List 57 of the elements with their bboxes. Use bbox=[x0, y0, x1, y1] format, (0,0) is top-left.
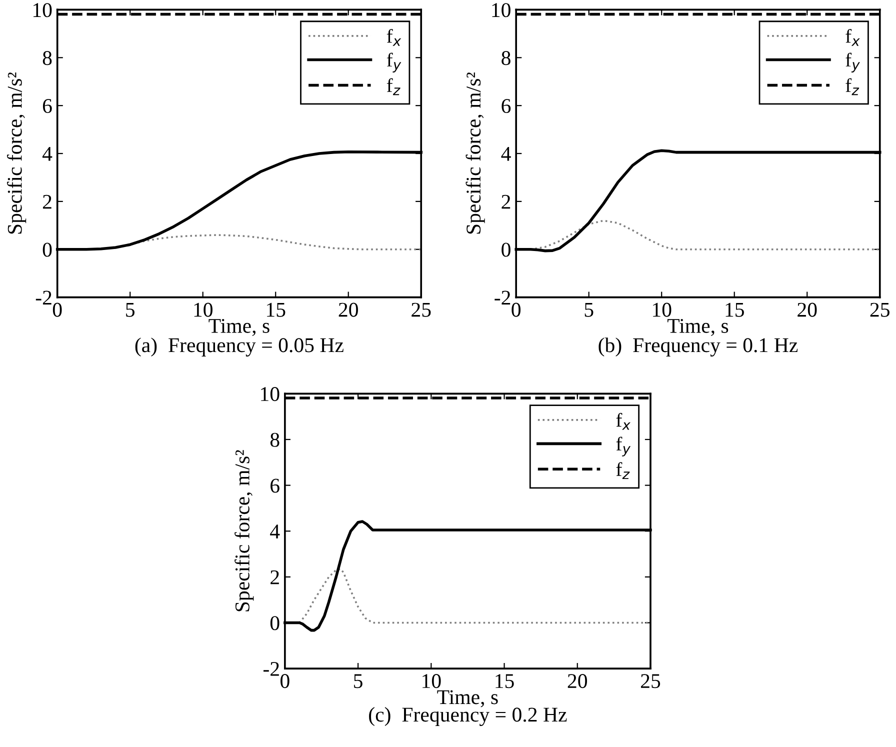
legend-label: f$_{y}$ bbox=[386, 52, 402, 72]
y-tick-label: -2 bbox=[36, 290, 52, 305]
x-tick-label: 15 bbox=[267, 302, 286, 317]
x-tick-label: 25 bbox=[640, 674, 660, 688]
x-axis-title: Time, s bbox=[208, 318, 270, 336]
y-tick-label: 2 bbox=[502, 194, 510, 209]
text: (c) Frequency = 0.2 Hz bbox=[369, 707, 567, 726]
x-tick-label: 15 bbox=[726, 302, 744, 317]
y-tick-label: 6 bbox=[270, 478, 280, 493]
y-tick-label: 4 bbox=[501, 147, 511, 161]
x-tick-label: 10 bbox=[194, 302, 212, 317]
x-axis-title: Time, s bbox=[667, 318, 728, 336]
y-tick-label: 0 bbox=[42, 242, 52, 257]
y-axis-title: Specific force, m/s² bbox=[466, 72, 485, 234]
y-tick-label: 8 bbox=[42, 51, 52, 66]
legend-label: f$_{z}$ bbox=[616, 462, 630, 480]
x-tick-label: 25 bbox=[412, 302, 431, 317]
y-tick-label: 2 bbox=[42, 194, 52, 209]
y-tick-label: 10 bbox=[33, 3, 52, 18]
y-tick-label: 0 bbox=[502, 242, 510, 257]
legend-label: f$_{x}$ bbox=[616, 412, 631, 430]
y-tick-label: 6 bbox=[502, 99, 511, 114]
x-tick-label: 10 bbox=[422, 674, 441, 688]
y-tick-label: 4 bbox=[270, 524, 280, 538]
y-tick-label: -2 bbox=[263, 662, 279, 676]
y-tick-label: -2 bbox=[494, 290, 510, 305]
x-tick-label: 25 bbox=[870, 302, 890, 317]
x-tick-label: 15 bbox=[496, 674, 514, 688]
x-tick-label: 5 bbox=[126, 302, 134, 317]
y-axis-title: Specific force, m/s² bbox=[234, 450, 254, 612]
legend-label: f$_{z}$ bbox=[386, 78, 400, 96]
x-tick-label: 10 bbox=[653, 302, 672, 317]
legend-label: f$_{z}$ bbox=[846, 78, 860, 96]
y-tick-label: 0 bbox=[270, 616, 280, 630]
legend-label: f$_{y}$ bbox=[846, 52, 860, 72]
x-tick-label: 20 bbox=[568, 674, 588, 688]
x-tick-label: 5 bbox=[354, 674, 362, 688]
y-tick-label: 8 bbox=[502, 51, 510, 66]
x-tick-label: 5 bbox=[584, 302, 594, 317]
x-tick-label: 0 bbox=[52, 302, 62, 317]
y-tick-label: 10 bbox=[261, 387, 280, 402]
y-tick-label: 2 bbox=[270, 570, 279, 584]
x-tick-label: 0 bbox=[280, 674, 290, 688]
x-tick-label: 0 bbox=[512, 302, 521, 317]
x-tick-label: 20 bbox=[338, 302, 358, 317]
text: (a) Frequency = 0.05 Hz bbox=[135, 338, 344, 357]
x-axis-title: Time, s bbox=[437, 690, 498, 708]
y-tick-label: 4 bbox=[42, 147, 52, 161]
y-axis-title: Specific force, m/s² bbox=[6, 72, 26, 234]
legend-label: f$_{x}$ bbox=[846, 28, 860, 46]
y-tick-label: 6 bbox=[42, 99, 52, 114]
x-tick-label: 20 bbox=[798, 302, 817, 317]
text: (b) Frequency = 0.1 Hz bbox=[598, 338, 798, 357]
y-tick-label: 10 bbox=[492, 3, 510, 18]
y-tick-label: 8 bbox=[270, 432, 280, 447]
legend-label: f$_{y}$ bbox=[616, 436, 631, 456]
legend-label: f$_{x}$ bbox=[386, 28, 402, 46]
